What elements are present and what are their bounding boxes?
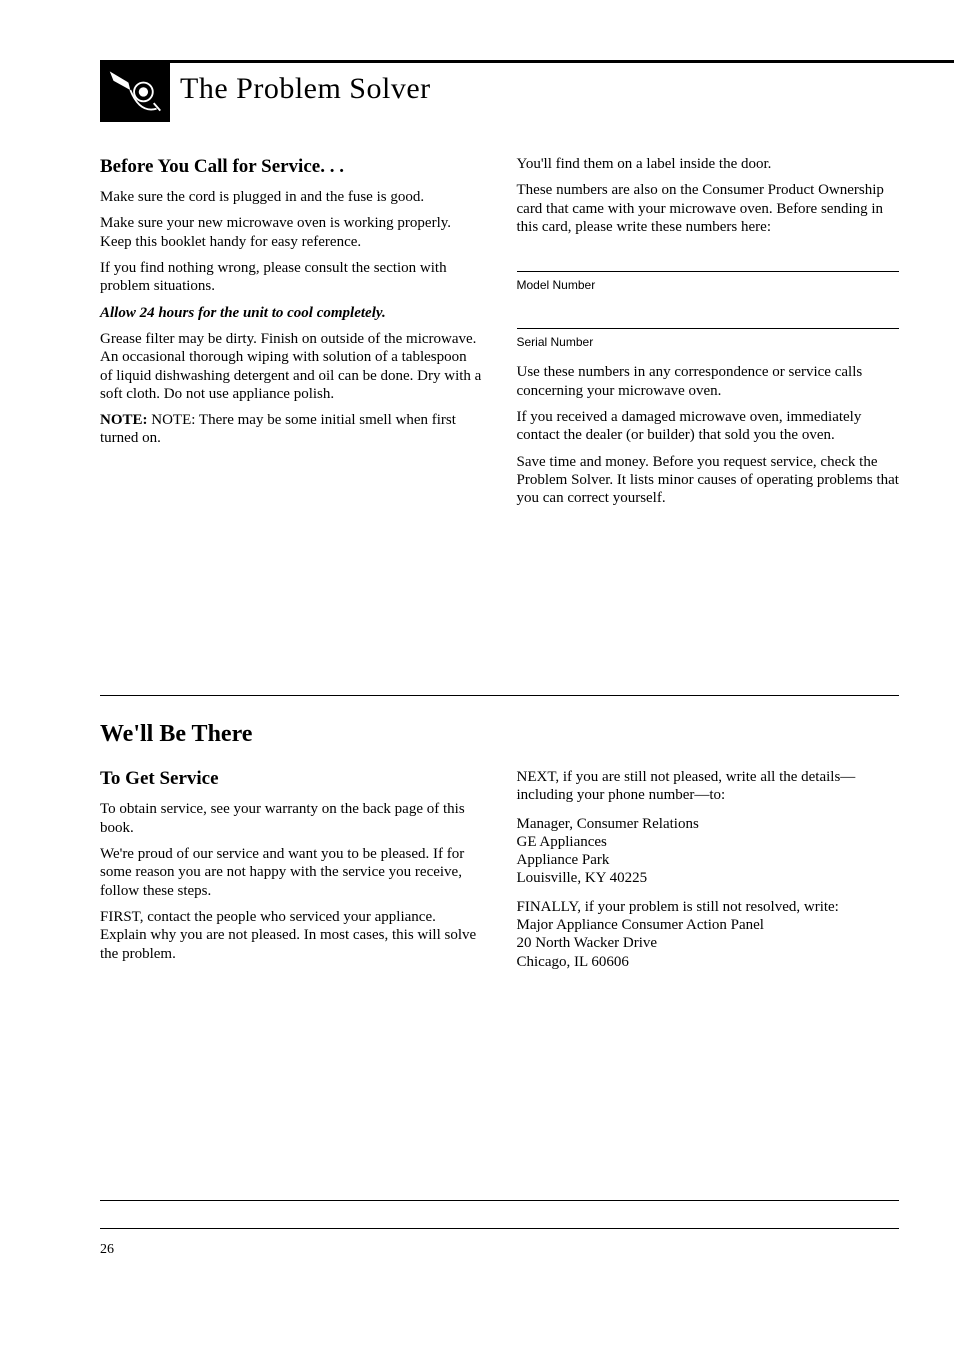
right-p1: These numbers are also on the Consumer P…	[517, 181, 900, 236]
before-p3: Allow 24 hours for the unit to cool comp…	[100, 304, 483, 322]
address-block-1: Manager, Consumer Relations GE Appliance…	[517, 815, 900, 888]
before-p4: Grease filter may be dirty. Finish on ou…	[100, 330, 483, 403]
before-p1: Make sure your new microwave oven is wor…	[100, 214, 483, 251]
model-number-label: Model Number	[517, 278, 900, 293]
right-p0: You'll find them on a label inside the d…	[517, 155, 900, 173]
before-left-column: Before You Call for Service. . . Make su…	[100, 155, 483, 516]
bottom-rule-1	[100, 1200, 899, 1201]
spotlight-phone-icon	[100, 60, 170, 122]
addr2-text: FINALLY, if your problem is still not re…	[517, 898, 900, 971]
repair-r0: NEXT, if you are still not pleased, writ…	[517, 768, 900, 805]
phone-svg	[102, 62, 168, 120]
section-before-service: Before You Call for Service. . . Make su…	[100, 155, 899, 516]
before-p2: If you find nothing wrong, please consul…	[100, 259, 483, 296]
section-divider	[100, 695, 899, 696]
repair-left-column: We'll Be There To Get Service To obtain …	[100, 720, 483, 971]
model-number-line[interactable]	[517, 254, 900, 272]
serial-number-label: Serial Number	[517, 335, 900, 350]
right-p4: Save time and money. Before you request …	[517, 453, 900, 508]
repair-l1: We're proud of our service and want you …	[100, 845, 483, 900]
page-title: The Problem Solver	[180, 72, 431, 106]
right-p2: Use these numbers in any correspondence …	[517, 363, 900, 400]
serial-number-line[interactable]	[517, 311, 900, 329]
address-block-2: FINALLY, if your problem is still not re…	[517, 898, 900, 971]
before-p0: Make sure the cord is plugged in and the…	[100, 188, 483, 206]
section-repair: We'll Be There To Get Service To obtain …	[100, 720, 899, 971]
before-title: Before You Call for Service. . .	[100, 155, 483, 178]
addr1-text: Manager, Consumer Relations GE Appliance…	[517, 815, 900, 888]
bottom-rule-2	[100, 1228, 899, 1229]
repair-l2: FIRST, contact the people who serviced y…	[100, 908, 483, 963]
top-rule	[100, 60, 954, 63]
before-right-column: You'll find them on a label inside the d…	[517, 155, 900, 516]
repair-title: We'll Be There	[100, 720, 483, 749]
before-note: NOTE: NOTE: There may be some initial sm…	[100, 411, 483, 448]
repair-l0: To obtain service, see your warranty on …	[100, 800, 483, 837]
note-text: NOTE: There may be some initial smell wh…	[100, 412, 456, 446]
note-label: NOTE:	[100, 412, 148, 428]
repair-right-column: NEXT, if you are still not pleased, writ…	[517, 720, 900, 971]
repair-subtitle: To Get Service	[100, 767, 483, 790]
right-p3: If you received a damaged microwave oven…	[517, 408, 900, 445]
